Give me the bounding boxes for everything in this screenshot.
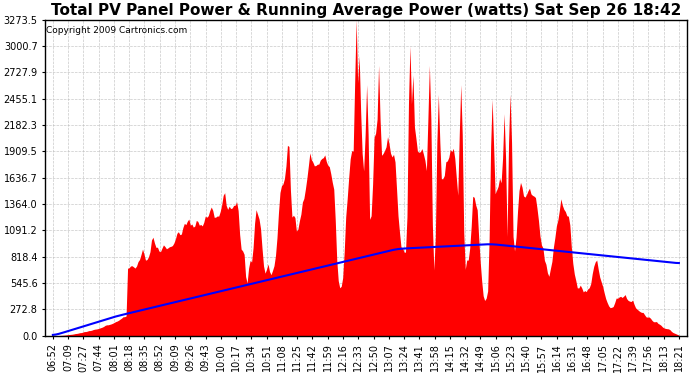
Text: Copyright 2009 Cartronics.com: Copyright 2009 Cartronics.com	[46, 26, 187, 35]
Title: Total PV Panel Power & Running Average Power (watts) Sat Sep 26 18:42: Total PV Panel Power & Running Average P…	[50, 3, 681, 18]
